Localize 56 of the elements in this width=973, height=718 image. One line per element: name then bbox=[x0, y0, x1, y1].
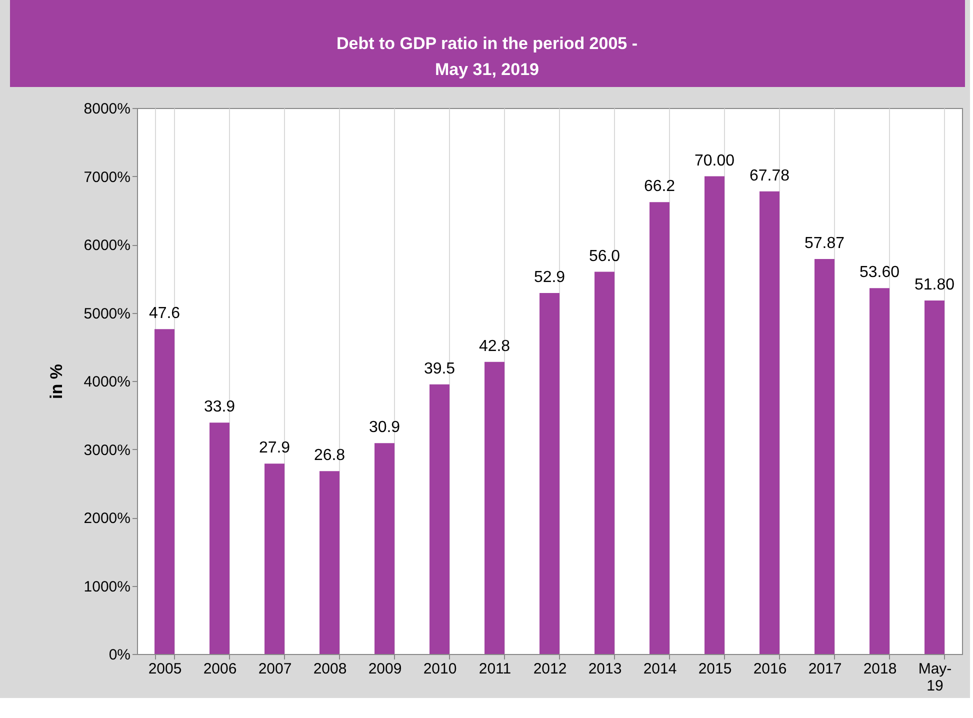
data-label: 51.80 bbox=[914, 276, 955, 294]
x-tick-label: 2006 bbox=[203, 660, 237, 678]
y-tick-label: 8000% bbox=[84, 100, 130, 118]
bar bbox=[594, 272, 614, 654]
x-tick-label: 2009 bbox=[368, 660, 402, 678]
x-tick-label: 2008 bbox=[313, 660, 347, 678]
bar bbox=[264, 464, 284, 654]
bar bbox=[430, 384, 450, 654]
data-label: 57.87 bbox=[804, 235, 845, 252]
chart-title: Debt to GDP ratio in the period 2005 - May 31, 2019 bbox=[336, 34, 638, 79]
bar bbox=[814, 259, 834, 654]
y-axis-title: in % bbox=[46, 364, 66, 399]
y-tick-label: 7000% bbox=[84, 168, 130, 186]
y-tick-label: 5000% bbox=[84, 305, 130, 322]
data-label: 30.9 bbox=[368, 419, 400, 436]
bar bbox=[760, 191, 780, 654]
x-tick-label: 2005 bbox=[148, 660, 182, 678]
data-label: 33.9 bbox=[204, 398, 236, 416]
x-tick-label: 2014 bbox=[643, 660, 677, 678]
y-tick-label: 3000% bbox=[84, 442, 130, 459]
data-label: 53.60 bbox=[859, 264, 900, 282]
bar bbox=[320, 471, 340, 654]
x-tick-label: 2018 bbox=[863, 660, 897, 678]
x-tick-label: 2017 bbox=[808, 660, 842, 678]
bar bbox=[374, 443, 394, 654]
y-tick-label: 6000% bbox=[84, 237, 130, 254]
bar bbox=[704, 176, 724, 654]
data-label: 39.5 bbox=[424, 360, 456, 378]
x-tick-label: 2013 bbox=[588, 660, 622, 678]
data-label: 27.9 bbox=[258, 440, 290, 457]
bar bbox=[210, 422, 230, 654]
x-tick-label: 2015 bbox=[698, 660, 732, 678]
data-label: 70.00 bbox=[694, 152, 735, 170]
bar bbox=[154, 329, 174, 654]
y-tick-label: 4000% bbox=[84, 374, 130, 390]
y-tick-label: 2000% bbox=[84, 510, 130, 527]
data-label: 67.78 bbox=[749, 167, 790, 184]
bar bbox=[484, 362, 504, 654]
bar bbox=[540, 292, 560, 654]
data-label: 66.2 bbox=[644, 178, 676, 196]
data-label: 42.8 bbox=[478, 338, 510, 355]
x-tick-label: 2007 bbox=[258, 660, 292, 678]
x-tick-label: 2010 bbox=[423, 660, 457, 678]
bar bbox=[650, 202, 670, 654]
data-label: 52.9 bbox=[534, 268, 566, 286]
x-tick-label: 2012 bbox=[533, 660, 567, 678]
x-tick-label: 2011 bbox=[478, 660, 512, 678]
data-label: 56.0 bbox=[588, 248, 620, 265]
bar bbox=[870, 288, 890, 654]
bar bbox=[924, 300, 944, 654]
x-tick-label: 2016 bbox=[753, 660, 787, 678]
data-label: 47.6 bbox=[148, 305, 180, 322]
data-label: 26.8 bbox=[314, 447, 346, 464]
y-tick-label: 0% bbox=[108, 646, 130, 664]
x-tick-label: May-19 bbox=[918, 660, 952, 694]
y-tick-label: 1000% bbox=[84, 578, 130, 596]
